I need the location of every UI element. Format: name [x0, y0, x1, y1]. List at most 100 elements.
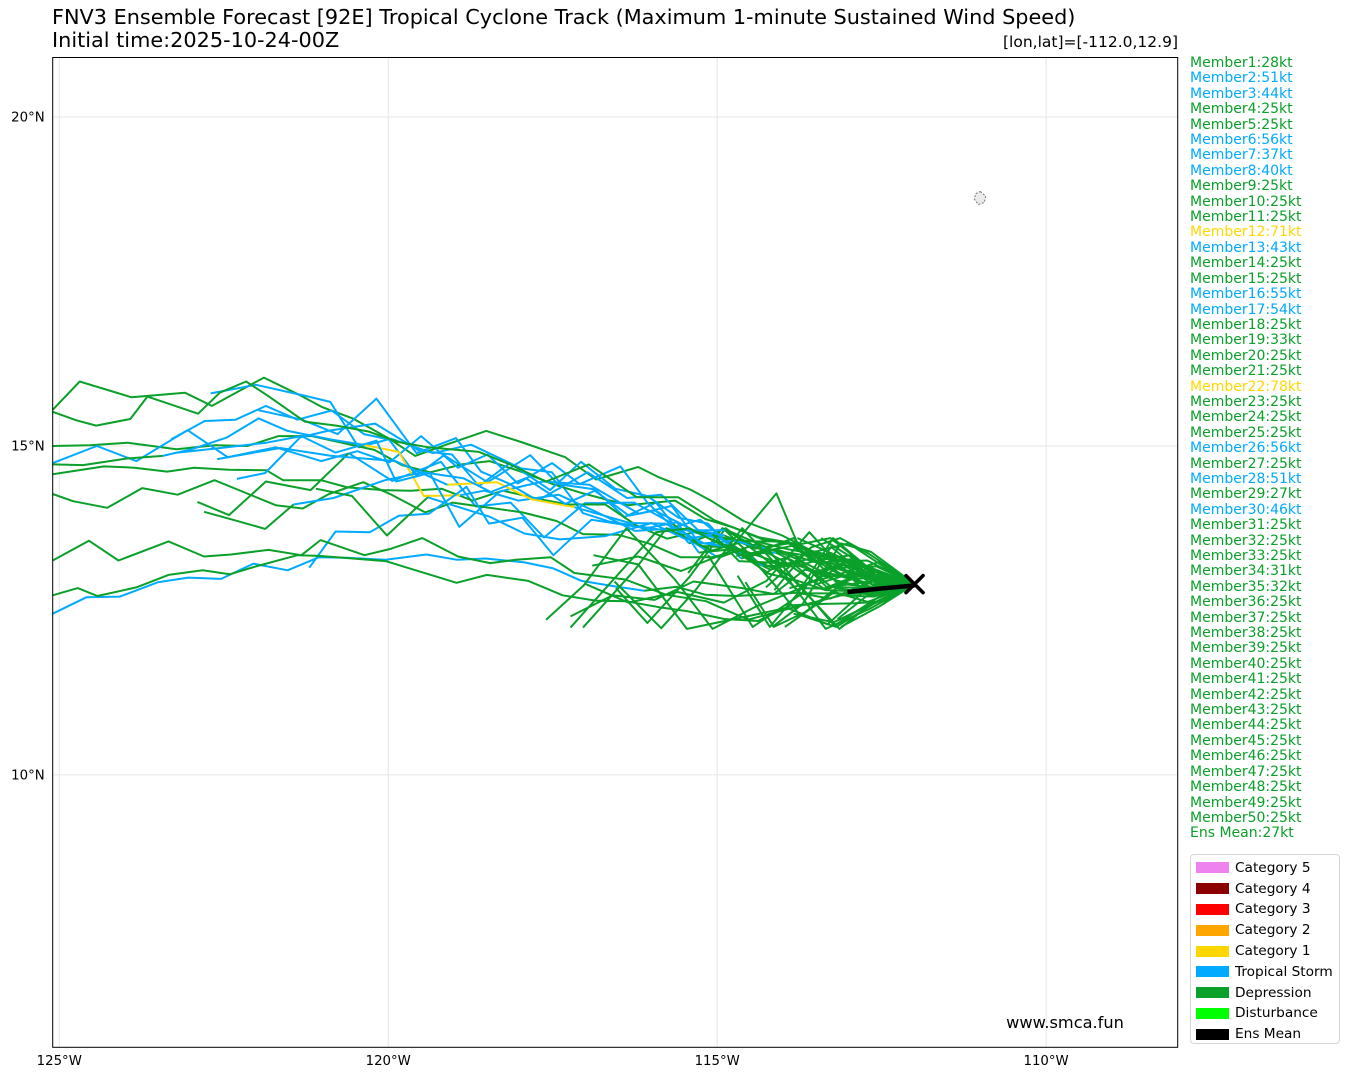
- legend-color-swatch: [1196, 987, 1229, 999]
- member-wind-list: Member1:28kt Member2:51kt Member3:44kt Memb…: [1190, 55, 1302, 842]
- track-Member41: [545, 527, 915, 630]
- legend-color-swatch: [1196, 966, 1229, 978]
- member-entry: Member21:25kt: [1190, 363, 1302, 380]
- track-Member16: [177, 435, 915, 590]
- member-entry: Member37:25kt: [1190, 609, 1302, 626]
- member-entry: Member36:25kt: [1190, 594, 1302, 611]
- track-Member50: [773, 542, 915, 591]
- track-Member30: [315, 487, 915, 586]
- legend-label: Category 5: [1235, 859, 1311, 876]
- legend-color-swatch: [1196, 883, 1229, 895]
- chart-subtitle-initial-time: Initial time:2025-10-24-00Z: [52, 27, 340, 52]
- member-entry: Member10:25kt: [1190, 193, 1302, 210]
- member-entry: Member32:25kt: [1190, 532, 1302, 549]
- track-Member44: [771, 542, 916, 628]
- member-entry: Member44:25kt: [1190, 717, 1302, 734]
- member-entry: Member15:25kt: [1190, 270, 1302, 287]
- x-tick-label: 120°W: [366, 1054, 411, 1069]
- legend-color-swatch: [1196, 862, 1229, 874]
- chart-titles: FNV3 Ensemble Forecast [92E] Tropical Cy…: [52, 6, 1075, 51]
- member-entry: Member4:25kt: [1190, 101, 1293, 118]
- member-entry: Member3:44kt: [1190, 85, 1293, 102]
- member-entry: Member50:25kt: [1190, 809, 1302, 826]
- member-entry: Member18:25kt: [1190, 316, 1302, 333]
- member-entry: Member47:25kt: [1190, 763, 1302, 780]
- legend-label: Category 4: [1235, 880, 1311, 897]
- member-entry: Member39:25kt: [1190, 640, 1302, 657]
- member-entry: Member31:25kt: [1190, 517, 1302, 534]
- track-Member25: [709, 537, 915, 588]
- track-Member36: [613, 527, 915, 630]
- legend-entry: Category 5: [1191, 858, 1339, 879]
- legend-label: Tropical Storm: [1235, 963, 1333, 980]
- legend-entry: Disturbance: [1191, 1003, 1339, 1024]
- y-tick-label: 20°N: [11, 111, 45, 126]
- legend-entry: Category 2: [1191, 920, 1339, 941]
- legend-color-swatch: [1196, 945, 1229, 957]
- member-entry: Member9:25kt: [1190, 178, 1293, 195]
- legend-color-swatch: [1196, 903, 1229, 915]
- member-entry: Member43:25kt: [1190, 702, 1302, 719]
- x-tick-label: 110°W: [1024, 1054, 1069, 1069]
- member-entry: Member28:51kt: [1190, 470, 1302, 487]
- y-tick-label: 10°N: [11, 768, 45, 783]
- member-entry: Member5:25kt: [1190, 116, 1293, 133]
- member-entry: Member7:37kt: [1190, 147, 1293, 164]
- category-legend: Category 5 Category 4 Category 3 Category 2…: [1190, 854, 1340, 1044]
- member-entry: Member29:27kt: [1190, 486, 1302, 503]
- y-tick-labels: 10°N 15°N 20°N: [11, 111, 45, 784]
- member-entry: Member33:25kt: [1190, 548, 1302, 564]
- member-entry: Member30:46kt: [1190, 501, 1302, 518]
- ensemble-mean-track: [847, 583, 915, 595]
- x-tick-label: 125°W: [37, 1054, 82, 1069]
- member-entry: Member24:25kt: [1190, 409, 1302, 426]
- start-x-marker: [904, 573, 925, 595]
- member-entry: Member14:25kt: [1190, 255, 1302, 272]
- member-entry: Member13:43kt: [1190, 239, 1302, 256]
- member-entry: Member49:25kt: [1190, 794, 1302, 811]
- legend-color-swatch: [1196, 1028, 1229, 1040]
- x-tick-label: 115°W: [695, 1054, 740, 1069]
- member-entry: Member1:28kt: [1190, 55, 1293, 71]
- member-entry: Member19:33kt: [1190, 332, 1302, 349]
- island-socorro: [973, 190, 987, 206]
- legend-color-swatch: [1196, 924, 1229, 936]
- legend-entry: Category 4: [1191, 878, 1339, 899]
- member-entry: Member8:40kt: [1190, 162, 1293, 179]
- track-Member1: [51, 376, 915, 586]
- grid-lines: [52, 57, 1178, 1048]
- legend-label: Depression: [1235, 984, 1312, 1001]
- member-entry: Member46:25kt: [1190, 748, 1302, 765]
- member-entry: Member2:51kt: [1190, 70, 1293, 87]
- member-entry: Member48:25kt: [1190, 779, 1302, 796]
- member-entry: Member42:25kt: [1190, 686, 1302, 703]
- member-entry: Member41:25kt: [1190, 671, 1302, 688]
- member-entry: Member16:55kt: [1190, 286, 1302, 303]
- legend-entry: Ens Mean: [1191, 1024, 1339, 1045]
- member-entry: Member11:25kt: [1190, 209, 1302, 226]
- member-entry: Member17:54kt: [1190, 301, 1302, 318]
- track-Member39: [744, 581, 915, 628]
- legend-label: Category 1: [1235, 943, 1311, 960]
- legend-label: Category 3: [1235, 901, 1311, 918]
- legend-entry: Category 3: [1191, 899, 1339, 920]
- member-entry: Member6:56kt: [1190, 132, 1293, 149]
- member-entry: Member12:71kt: [1190, 224, 1302, 241]
- member-entry: Member20:25kt: [1190, 347, 1302, 364]
- track-Member49: [784, 583, 915, 628]
- legend-label: Category 2: [1235, 922, 1311, 939]
- member-entry: Member40:25kt: [1190, 655, 1302, 672]
- axes-spines: [52, 57, 1179, 1048]
- member-entry: Member25:25kt: [1190, 424, 1302, 441]
- member-entry: Member45:25kt: [1190, 732, 1302, 749]
- track-Member47: [707, 545, 915, 628]
- watermark-text: www.smca.fun: [1006, 1013, 1124, 1032]
- start-position-label: [lon,lat]=[-112.0,12.9]: [1002, 33, 1178, 51]
- member-entry: Member23:25kt: [1190, 393, 1302, 410]
- member-entry: Member35:32kt: [1190, 578, 1302, 595]
- member-entry: Member22:78kt: [1190, 378, 1302, 395]
- ensemble-tracks: [51, 376, 916, 630]
- track-Member19: [52, 380, 915, 586]
